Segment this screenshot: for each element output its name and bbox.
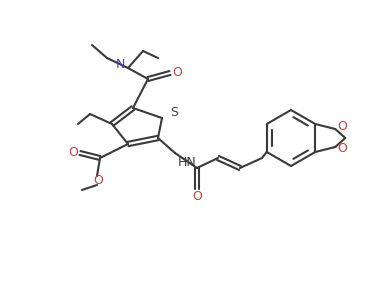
Text: O: O — [68, 146, 78, 160]
Text: O: O — [93, 174, 103, 188]
Text: O: O — [337, 142, 347, 156]
Text: S: S — [170, 106, 178, 120]
Text: N: N — [116, 57, 125, 71]
Text: HN: HN — [178, 156, 197, 170]
Text: O: O — [192, 190, 202, 204]
Text: O: O — [172, 67, 182, 80]
Text: O: O — [337, 120, 347, 134]
